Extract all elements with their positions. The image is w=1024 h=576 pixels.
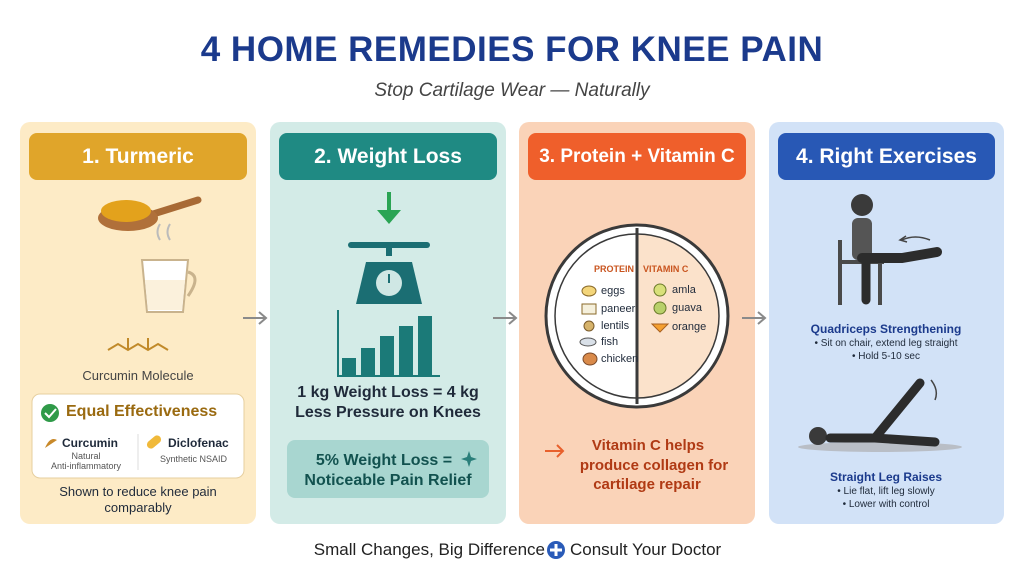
- exercise-step: • Lie flat, lift leg slowly: [837, 486, 935, 497]
- fact: 1 kg Weight Loss = 4 kg: [297, 384, 479, 401]
- box-title: Equal Effectiveness: [66, 403, 218, 420]
- scale: [348, 242, 430, 304]
- lying-figure: [798, 378, 962, 452]
- pill-icon: [146, 435, 162, 449]
- footer-left: Small Changes, Big Difference: [313, 540, 545, 559]
- exercise-step: • Hold 5-10 sec: [852, 351, 920, 362]
- note: comparably: [104, 500, 172, 515]
- leaf-icon: [45, 439, 57, 448]
- food: fish: [601, 336, 619, 348]
- molecule: [107, 338, 169, 352]
- down-arrow: [377, 192, 401, 224]
- food: chicken: [601, 353, 639, 365]
- spoon: [98, 196, 202, 231]
- food: paneer: [601, 303, 636, 315]
- exercise-name: Straight Leg Raises: [829, 470, 943, 484]
- food: guava: [672, 302, 702, 314]
- exercise-name: Quadriceps Strengthening: [810, 322, 962, 336]
- exercise-step: • Sit on chair, extend leg straight: [814, 338, 958, 349]
- card-title: 3. Protein + Vitamin C: [528, 133, 746, 180]
- note: cartilage repair: [593, 476, 701, 493]
- item-desc: Synthetic NSAID: [160, 454, 228, 464]
- food: amla: [672, 284, 696, 296]
- highlight: 5% Weight Loss =: [315, 452, 453, 469]
- exercise-step: • Lower with control: [842, 499, 930, 510]
- chair-figure: [838, 194, 942, 305]
- plate-label: PROTEIN: [594, 264, 635, 274]
- cup: [140, 223, 197, 313]
- card-title: 4. Right Exercises: [778, 133, 995, 180]
- card-title: 1. Turmeric: [29, 133, 247, 180]
- bar-chart: [337, 310, 440, 377]
- footer-right: Consult Your Doctor: [570, 540, 722, 559]
- plate-label: VITAMIN C: [643, 264, 689, 274]
- highlight-box: [287, 440, 489, 498]
- food: orange: [672, 321, 707, 333]
- note-arrow: [545, 444, 565, 458]
- flow-arrows: [243, 311, 767, 325]
- plate: [544, 223, 730, 409]
- plus-icon: [547, 541, 565, 559]
- fact: Less Pressure on Knees: [295, 404, 481, 421]
- molecule-label: Curcumin Molecule: [82, 368, 194, 383]
- note: Vitamin C helps: [591, 437, 705, 454]
- check-icon: [41, 404, 59, 422]
- note: produce collagen for: [579, 457, 729, 474]
- card-exercise: 4. Right Exercises: [769, 122, 1004, 524]
- highlight: Noticeable Pain Relief: [304, 472, 472, 489]
- item-desc: Anti-inflammatory: [50, 461, 122, 471]
- item-desc: Natural: [71, 451, 101, 461]
- food: lentils: [601, 320, 630, 332]
- item-name: Curcumin: [62, 436, 119, 450]
- item-name: Diclofenac: [168, 436, 229, 450]
- food: eggs: [601, 285, 625, 297]
- note: Shown to reduce knee pain: [59, 484, 217, 499]
- title: 4 HOME REMEDIES FOR KNEE PAIN: [200, 30, 824, 69]
- subtitle: Stop Cartilage Wear — Naturally: [374, 80, 650, 101]
- card-title: 2. Weight Loss: [279, 133, 497, 180]
